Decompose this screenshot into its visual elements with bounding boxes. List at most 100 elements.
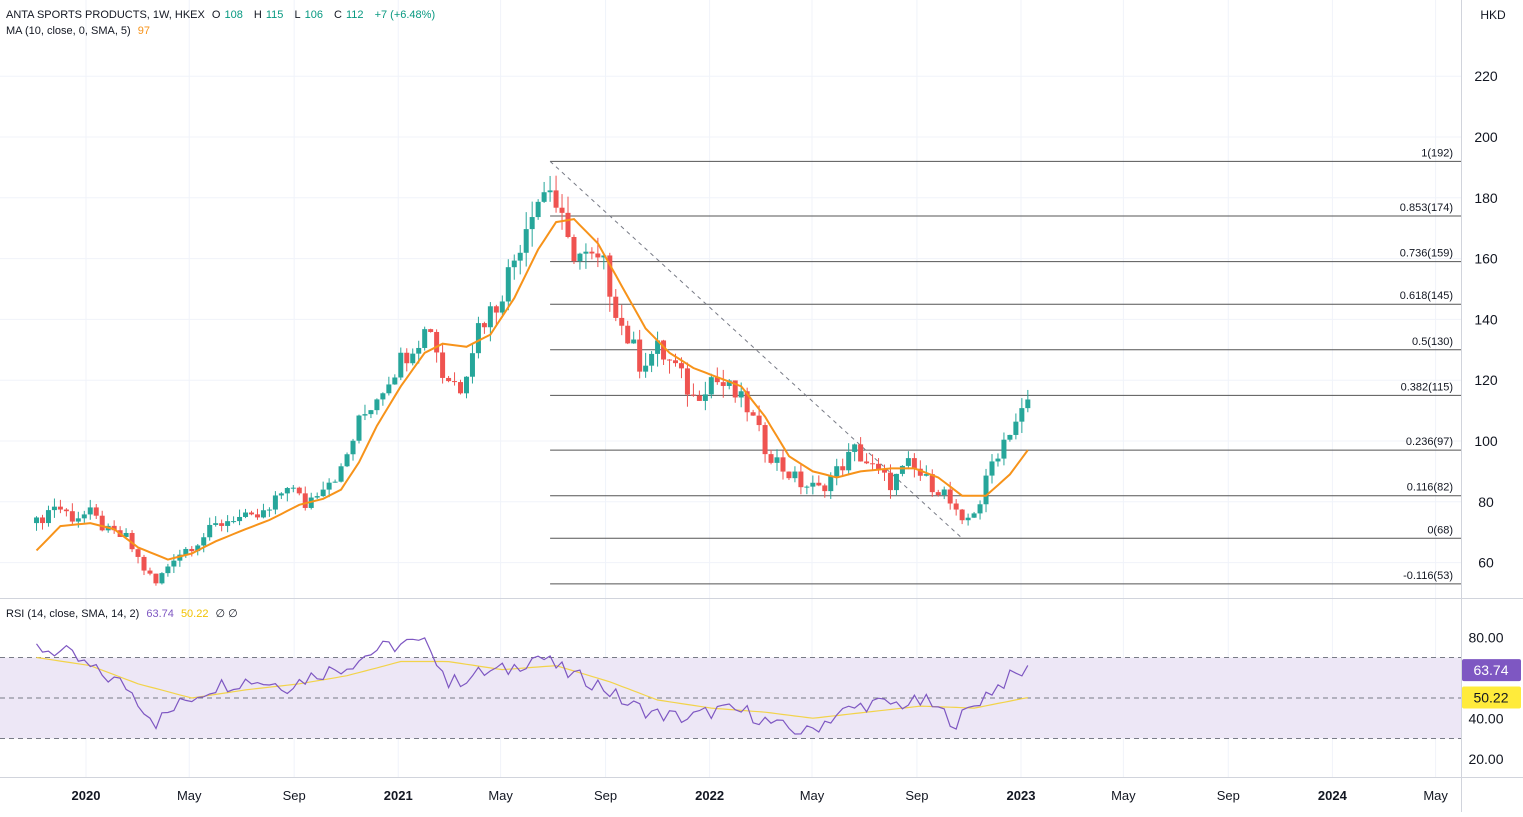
candle-body	[266, 509, 272, 511]
candle-body	[607, 255, 613, 297]
candle	[1019, 398, 1025, 433]
candle-body	[559, 207, 565, 213]
candle	[577, 252, 583, 270]
candle-body	[201, 537, 207, 546]
candle	[804, 485, 810, 495]
candle	[302, 486, 308, 511]
candle	[750, 409, 756, 416]
candle-body	[935, 492, 941, 496]
candle-body	[207, 524, 213, 538]
candle	[667, 359, 673, 374]
time-tick-label: May	[177, 788, 202, 803]
fib-level-label: 0.5(130)	[1412, 336, 1453, 348]
candle	[356, 414, 362, 444]
candle	[929, 469, 935, 497]
fib-retracement[interactable]: 1(192) 0.853(174) 0.736(159) 0.618(145) 0.5(…	[549, 147, 1461, 585]
candle	[786, 471, 792, 481]
fib-level-label: 0.116(82)	[1407, 482, 1453, 494]
candle	[905, 451, 911, 470]
candle	[971, 511, 977, 518]
candle	[505, 259, 511, 311]
candle-body	[846, 451, 852, 471]
grid-layer	[0, 0, 1461, 777]
candle-body	[475, 323, 481, 354]
candle-body	[505, 267, 511, 302]
candle-body	[45, 510, 51, 524]
symbol-title: ANTA SPORTS PRODUCTS, 1W, HKEX	[6, 9, 205, 21]
candle-body	[260, 510, 266, 518]
candle	[810, 475, 816, 495]
candle	[858, 437, 864, 462]
candle	[792, 466, 798, 483]
time-tick-label: Sep	[1217, 788, 1240, 803]
candle	[201, 533, 207, 553]
candle-body	[535, 201, 541, 218]
candle	[99, 510, 105, 532]
candle	[553, 175, 559, 213]
candles-layer	[34, 175, 1031, 586]
candle	[392, 374, 398, 385]
candle	[887, 464, 893, 499]
candle-body	[750, 412, 756, 416]
badge-bg	[1462, 686, 1521, 709]
candle	[63, 508, 69, 517]
candle	[899, 465, 905, 477]
candle-body	[326, 482, 332, 490]
candle	[589, 247, 595, 260]
candle-body	[684, 368, 690, 395]
candle-body	[941, 489, 947, 496]
candle-body	[822, 485, 828, 492]
candle-body	[971, 513, 977, 518]
candle-body	[834, 466, 840, 477]
candle	[272, 491, 278, 515]
candle	[147, 567, 153, 576]
candle-body	[876, 463, 882, 470]
candle-body	[959, 509, 965, 521]
rsi-tick-label: 40.00	[1468, 710, 1503, 726]
candle-body	[278, 493, 284, 496]
candle	[834, 458, 840, 486]
candle-body	[183, 548, 189, 555]
candle	[953, 499, 959, 516]
candle	[601, 254, 607, 270]
candle-body	[828, 476, 834, 492]
candle	[965, 513, 971, 526]
candle	[177, 549, 183, 567]
candle	[941, 486, 947, 500]
candle-body	[165, 566, 171, 574]
ohlc-low: L 106	[294, 9, 323, 21]
candle-body	[672, 360, 678, 364]
candle-body	[792, 471, 798, 479]
candle-body	[643, 365, 649, 372]
candle-body	[356, 415, 362, 441]
candle	[326, 478, 332, 498]
rsi-tick-label: 80.00	[1468, 629, 1503, 645]
ma-legend[interactable]: MA (10, close, 0, SMA, 5) 97	[6, 24, 154, 38]
candle-body	[768, 454, 774, 463]
main-legend[interactable]: ANTA SPORTS PRODUCTS, 1W, HKEX O 108 H 115…	[6, 8, 439, 22]
candle-body	[965, 517, 971, 521]
time-tick-label: 2021	[384, 788, 413, 803]
candle-body	[93, 507, 99, 516]
candle-body	[469, 353, 475, 377]
candle	[51, 498, 57, 518]
candle	[111, 520, 117, 534]
candle	[320, 481, 326, 497]
candle-body	[702, 394, 708, 401]
candle-body	[404, 352, 410, 364]
candle-body	[284, 488, 290, 494]
candle	[45, 505, 51, 527]
candle-body	[810, 482, 816, 487]
candle-body	[911, 458, 917, 469]
candle-body	[135, 549, 141, 557]
time-tick-label: Sep	[283, 788, 306, 803]
candle	[864, 453, 870, 465]
candle-body	[989, 461, 995, 476]
fib-level-label: 0.618(145)	[1400, 290, 1453, 302]
rsi-legend[interactable]: RSI (14, close, SMA, 14, 2) 63.74 50.22 …	[6, 607, 242, 621]
candle	[631, 331, 637, 344]
currency-label: HKD	[1480, 8, 1506, 22]
candle	[129, 530, 135, 553]
